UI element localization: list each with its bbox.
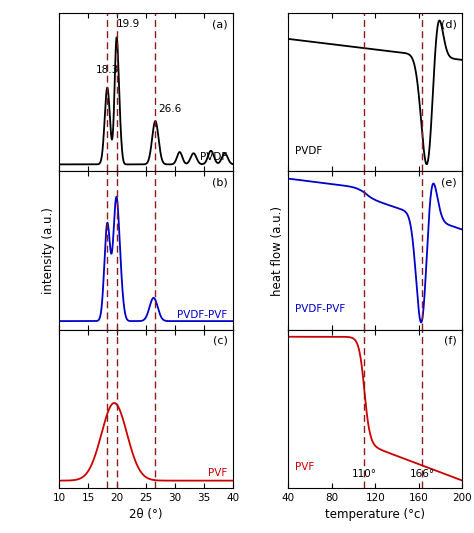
Text: PVF: PVF (209, 468, 228, 478)
Text: PVDF: PVDF (201, 152, 228, 162)
Text: PVDF-PVF: PVDF-PVF (295, 304, 346, 314)
Y-axis label: heat flow (a.u.): heat flow (a.u.) (271, 206, 284, 295)
Text: (e): (e) (441, 178, 457, 188)
Text: 26.6: 26.6 (158, 104, 182, 114)
Text: 166°: 166° (410, 469, 435, 479)
X-axis label: temperature (°c): temperature (°c) (325, 508, 425, 521)
Text: PVF: PVF (295, 462, 315, 472)
X-axis label: 2θ (°): 2θ (°) (129, 508, 163, 521)
Text: (c): (c) (213, 336, 228, 346)
Text: PVDF: PVDF (295, 146, 323, 156)
Text: PVDF-PVF: PVDF-PVF (177, 310, 228, 320)
Text: (f): (f) (444, 336, 457, 346)
Text: 110°: 110° (352, 469, 377, 479)
Text: 18.3: 18.3 (96, 64, 119, 75)
Text: (a): (a) (212, 20, 228, 30)
Text: 19.9: 19.9 (117, 19, 140, 29)
Y-axis label: intensity (a.u.): intensity (a.u.) (42, 207, 55, 294)
Text: (b): (b) (212, 178, 228, 188)
Text: (d): (d) (441, 20, 457, 30)
